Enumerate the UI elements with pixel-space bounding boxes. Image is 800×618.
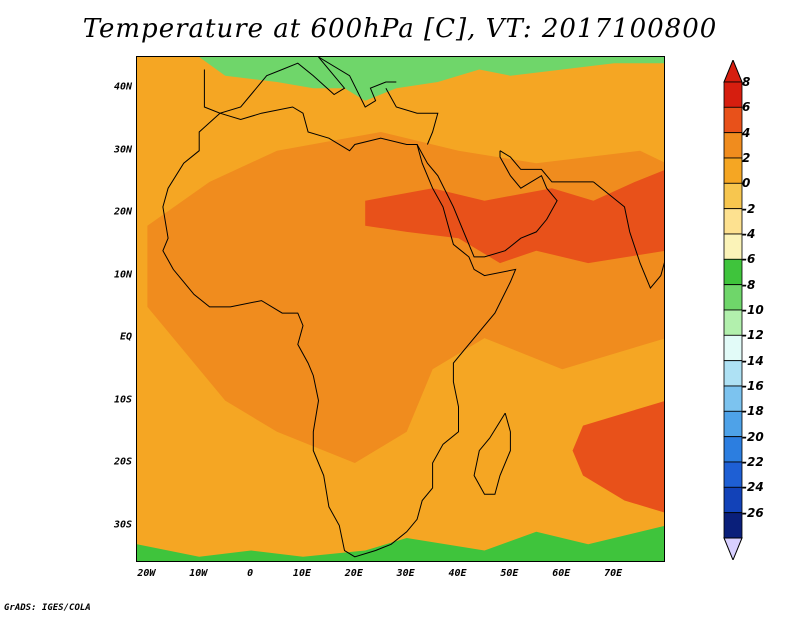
colorbar-level-label: -18 xyxy=(742,404,764,419)
colorbar-level-label: 6 xyxy=(742,100,751,115)
colorbar-level-label: -20 xyxy=(742,429,764,444)
colorbar-swatch xyxy=(723,512,743,539)
lat-tick-label: 10N xyxy=(113,269,132,281)
credit-text: GrADS: IGES/COLA xyxy=(4,603,91,613)
shade-mediterranean-cool xyxy=(199,57,664,101)
colorbar-swatch xyxy=(723,334,743,361)
lon-tick-label: 0 xyxy=(247,568,254,579)
lon-tick-label: 30E xyxy=(396,568,415,579)
lat-tick-label: 40N xyxy=(113,81,132,93)
colorbar-swatch xyxy=(723,385,743,412)
lon-tick-label: 60E xyxy=(552,568,571,579)
colorbar-min-arrow xyxy=(723,537,743,560)
lon-tick-label: 50E xyxy=(500,568,519,579)
colorbar-swatch xyxy=(723,81,743,108)
lat-tick-label: 30N xyxy=(113,144,132,156)
colorbar-level-label: 0 xyxy=(742,176,751,191)
colorbar-level-label: -26 xyxy=(742,505,764,520)
colorbar-level-label: -24 xyxy=(742,480,764,495)
shade-arabian-warm xyxy=(365,170,664,264)
colorbar-swatch xyxy=(723,208,743,235)
colorbar-level-label: -14 xyxy=(742,353,764,368)
lon-tick-label: 20E xyxy=(344,568,363,579)
colorbar-swatch xyxy=(723,182,743,210)
colorbar xyxy=(723,60,743,560)
colorbar-swatch xyxy=(723,233,743,260)
colorbar-level-label: -6 xyxy=(742,252,756,267)
colorbar-swatch xyxy=(723,360,743,387)
africa-coastline xyxy=(162,106,517,558)
shade-mascarene-warm xyxy=(572,401,664,513)
colorbar-swatch xyxy=(723,258,743,286)
colorbar-swatch xyxy=(723,436,743,463)
colorbar-level-label: 8 xyxy=(742,75,751,89)
coastlines-and-borders xyxy=(162,57,664,558)
lat-tick-label: EQ xyxy=(119,331,132,343)
arabia xyxy=(416,144,558,258)
lat-tick-label: 30S xyxy=(113,519,132,531)
colorbar-swatch xyxy=(723,284,743,311)
colorbar-level-label: -2 xyxy=(742,201,756,216)
colorbar-swatch xyxy=(723,486,743,513)
colorbar-level-label: 2 xyxy=(742,151,751,165)
turkey-levant xyxy=(385,87,439,145)
temperature-shading xyxy=(137,57,664,561)
chart-title: Temperature at 600hPa [C], VT: 201710080… xyxy=(82,14,718,44)
colorbar-swatch xyxy=(723,461,743,488)
iberia-med xyxy=(203,57,397,114)
colorbar-level-label: -4 xyxy=(742,227,756,241)
colorbar-level-label: -8 xyxy=(742,277,756,292)
lon-tick-label: 40E xyxy=(448,568,467,579)
colorbar-level-label: -22 xyxy=(742,455,764,469)
shade-southern-ocean-cool xyxy=(137,525,664,561)
persian-coast xyxy=(499,150,594,183)
india xyxy=(593,181,664,290)
lon-tick-label: 70E xyxy=(604,568,623,579)
colorbar-swatch xyxy=(723,106,743,133)
colorbar-level-label: 4 xyxy=(742,125,751,140)
lon-tick-label: 20W xyxy=(137,568,156,579)
colorbar-swatch xyxy=(723,157,743,184)
lon-tick-label: 10W xyxy=(189,568,208,579)
colorbar-max-arrow xyxy=(723,60,743,83)
lat-tick-label: 10S xyxy=(113,394,132,406)
colorbar-level-label: -10 xyxy=(742,303,764,317)
colorbar-level-label: -12 xyxy=(742,328,764,343)
madagascar xyxy=(473,412,511,495)
map-panel xyxy=(136,56,665,562)
temperature-map xyxy=(137,57,664,561)
colorbar-swatch xyxy=(723,410,743,437)
colorbar-swatch xyxy=(723,132,743,159)
lon-tick-label: 10E xyxy=(292,568,311,579)
colorbar-swatch xyxy=(723,309,743,336)
lat-tick-label: 20N xyxy=(113,206,132,218)
colorbar-level-label: -16 xyxy=(742,379,764,393)
lat-tick-label: 20S xyxy=(113,456,132,468)
